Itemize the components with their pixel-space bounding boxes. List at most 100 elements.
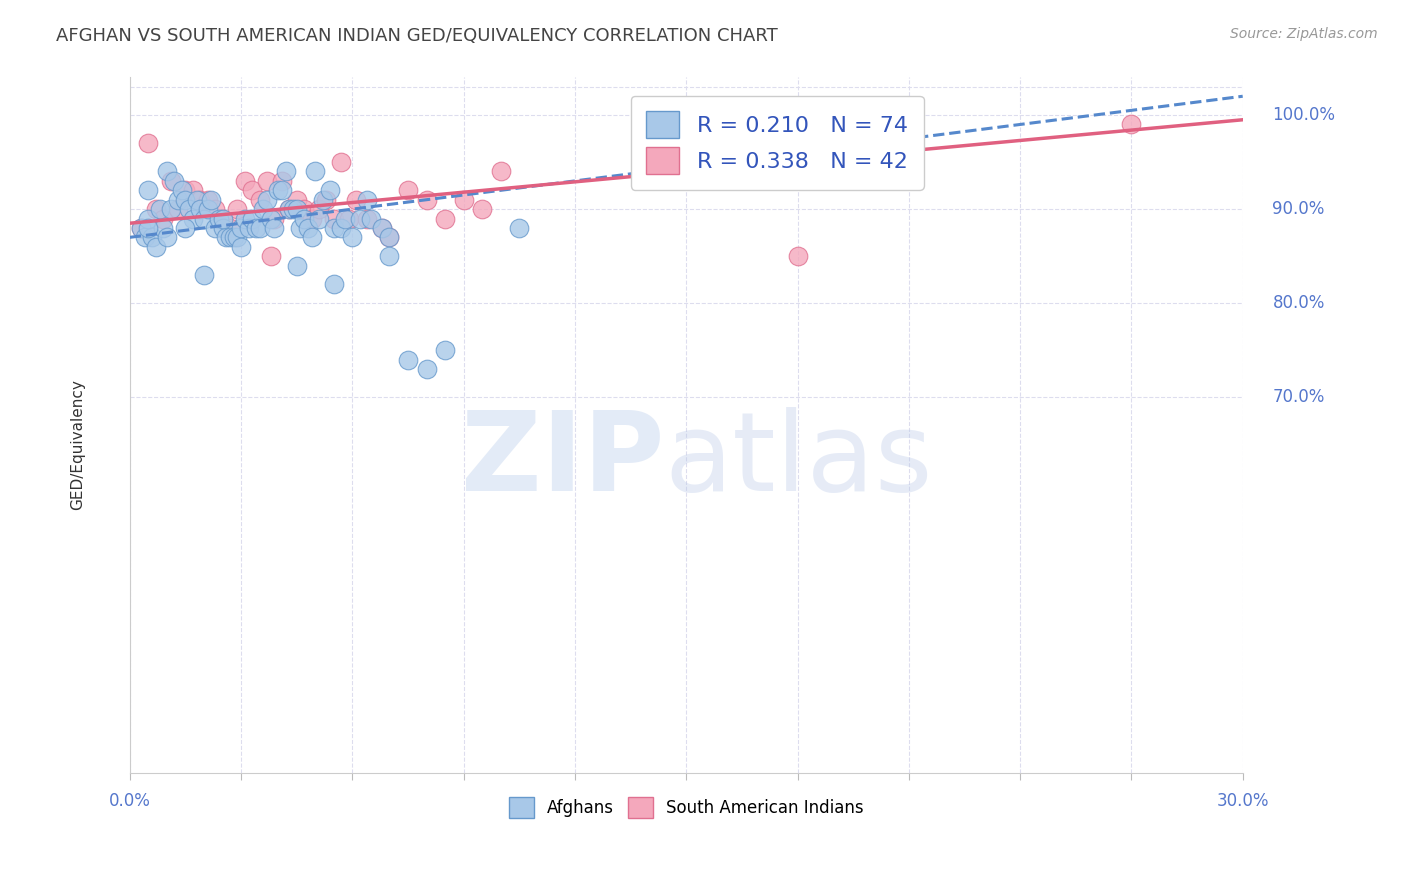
Point	[163, 174, 186, 188]
Point	[315, 193, 337, 207]
Point	[378, 230, 401, 244]
Point	[330, 221, 353, 235]
Point	[786, 249, 808, 263]
Point	[134, 230, 156, 244]
Point	[193, 268, 215, 282]
Text: 70.0%: 70.0%	[1272, 388, 1324, 406]
Point	[260, 211, 283, 226]
Point	[240, 183, 263, 197]
Point	[174, 183, 197, 197]
Point	[378, 249, 401, 263]
Point	[222, 230, 245, 244]
Text: ZIP: ZIP	[461, 407, 664, 514]
Point	[249, 221, 271, 235]
Point	[156, 230, 179, 244]
Point	[159, 202, 181, 216]
Point	[342, 230, 364, 244]
Point	[233, 211, 256, 226]
Point	[179, 202, 201, 216]
Point	[281, 202, 304, 216]
Point	[322, 221, 344, 235]
Point	[145, 202, 167, 216]
Point	[304, 164, 326, 178]
Point	[256, 174, 278, 188]
Point	[274, 164, 297, 178]
Point	[285, 193, 308, 207]
Point	[378, 230, 401, 244]
Point	[226, 202, 249, 216]
Point	[301, 230, 323, 244]
Point	[278, 202, 301, 216]
Point	[211, 211, 233, 226]
Point	[322, 211, 344, 226]
Point	[238, 221, 260, 235]
Point	[186, 193, 208, 207]
Point	[156, 164, 179, 178]
Point	[271, 174, 294, 188]
Point	[148, 202, 170, 216]
Text: 80.0%: 80.0%	[1272, 294, 1324, 312]
Point	[252, 202, 274, 216]
Point	[319, 183, 342, 197]
Point	[285, 202, 308, 216]
Point	[181, 211, 204, 226]
Point	[167, 193, 190, 207]
Point	[489, 164, 512, 178]
Point	[188, 193, 211, 207]
Point	[434, 211, 457, 226]
Point	[263, 221, 285, 235]
Text: Source: ZipAtlas.com: Source: ZipAtlas.com	[1230, 27, 1378, 41]
Point	[434, 343, 457, 358]
Point	[245, 221, 267, 235]
Point	[356, 211, 378, 226]
Point	[204, 221, 226, 235]
Point	[312, 193, 335, 207]
Point	[233, 174, 256, 188]
Point	[301, 211, 323, 226]
Point	[229, 221, 252, 235]
Text: 30.0%: 30.0%	[1216, 792, 1270, 810]
Point	[174, 193, 197, 207]
Point	[193, 211, 215, 226]
Point	[267, 183, 290, 197]
Point	[174, 221, 197, 235]
Point	[344, 193, 367, 207]
Point	[415, 362, 437, 376]
Point	[297, 221, 319, 235]
Point	[260, 249, 283, 263]
Point	[453, 193, 475, 207]
Point	[197, 202, 219, 216]
Point	[333, 211, 356, 226]
Point	[322, 277, 344, 292]
Point	[292, 211, 315, 226]
Point	[200, 193, 222, 207]
Point	[337, 211, 360, 226]
Text: GED/Equivalency: GED/Equivalency	[70, 379, 86, 509]
Point	[308, 202, 330, 216]
Point	[278, 202, 301, 216]
Text: 100.0%: 100.0%	[1272, 106, 1336, 124]
Point	[226, 230, 249, 244]
Point	[219, 230, 242, 244]
Point	[396, 352, 419, 367]
Point	[138, 183, 160, 197]
Point	[204, 202, 226, 216]
Point	[138, 221, 160, 235]
Point	[415, 193, 437, 207]
Point	[219, 221, 242, 235]
Point	[211, 221, 233, 235]
Point	[330, 155, 353, 169]
Point	[145, 240, 167, 254]
Point	[129, 221, 152, 235]
Point	[249, 193, 271, 207]
Point	[271, 183, 294, 197]
Point	[229, 240, 252, 254]
Point	[197, 193, 219, 207]
Point	[285, 259, 308, 273]
Point	[256, 193, 278, 207]
Point	[240, 211, 263, 226]
Text: 0.0%: 0.0%	[108, 792, 150, 810]
Point	[159, 174, 181, 188]
Legend: Afghans, South American Indians: Afghans, South American Indians	[502, 790, 870, 824]
Point	[396, 183, 419, 197]
